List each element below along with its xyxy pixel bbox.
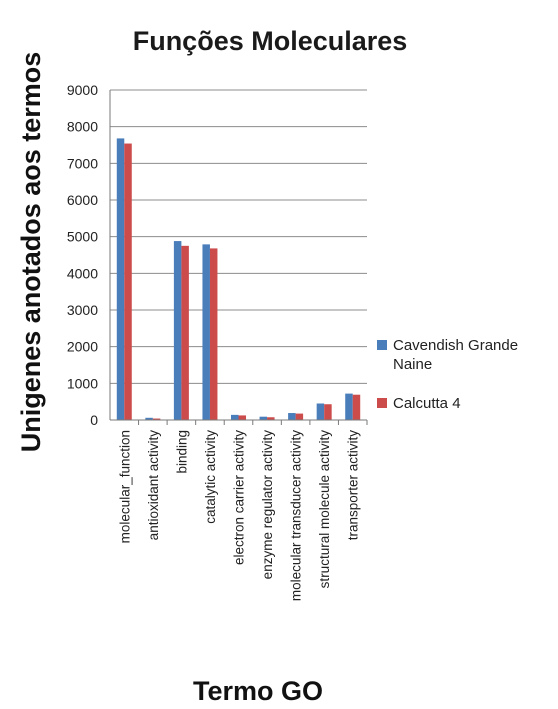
- x-category-label: structural molecule activity: [317, 430, 332, 589]
- y-tick-labels: 0 1000 2000 3000 4000 5000 6000 7000 8000 9000: [67, 82, 98, 428]
- chart-title: Funções Moleculares: [133, 26, 408, 56]
- y-tick-label: 7000: [67, 155, 98, 171]
- x-category-label: molecular_function: [117, 430, 132, 543]
- axes: [109, 90, 368, 425]
- x-category-label: catalytic activity: [203, 430, 218, 524]
- y-tick-label: 8000: [67, 119, 98, 135]
- y-tick-label: 5000: [67, 229, 98, 245]
- bar: [316, 403, 325, 420]
- bar: [116, 138, 125, 420]
- y-tick-label: 2000: [67, 339, 98, 355]
- x-axis-title: Termo GO: [193, 676, 323, 706]
- bar: [295, 413, 304, 420]
- bar: [259, 416, 268, 420]
- bars: [116, 138, 361, 421]
- legend-label: Naine: [393, 356, 432, 373]
- legend-label: Cavendish Grande: [393, 337, 518, 354]
- gridlines: [110, 89, 367, 384]
- bar: [202, 244, 210, 420]
- y-tick-label: 3000: [67, 302, 98, 318]
- x-category-label: transporter activity: [346, 430, 361, 541]
- legend: Cavendish Grande Naine Calcutta 4: [377, 337, 518, 412]
- y-tick-label: 1000: [67, 375, 98, 391]
- y-axis-title: Unigenes anotados aos termos: [16, 52, 46, 453]
- bar: [352, 394, 361, 420]
- x-category-label: molecular transducer activity: [289, 430, 304, 601]
- y-tick-label: 6000: [67, 192, 98, 208]
- x-category-label: electron carrier activity: [232, 430, 247, 565]
- bar: [288, 413, 296, 420]
- legend-swatch: [377, 398, 387, 408]
- x-category-label: antioxidant activity: [146, 430, 161, 541]
- y-tick-label: 0: [90, 412, 98, 428]
- bar: [231, 414, 239, 420]
- bar: [238, 415, 246, 420]
- x-category-labels: molecular_function antioxidant activity bi…: [117, 430, 360, 601]
- bar: [324, 404, 332, 420]
- y-tick-label: 9000: [67, 82, 98, 98]
- bar: [152, 418, 161, 420]
- legend-swatch: [377, 340, 387, 350]
- bar: [345, 393, 353, 420]
- bar: [181, 245, 189, 420]
- bar: [267, 417, 275, 420]
- legend-label: Calcutta 4: [393, 395, 461, 412]
- bar: [173, 241, 182, 420]
- bar: [124, 143, 132, 421]
- x-category-label: enzyme regulator activity: [260, 430, 275, 580]
- bar: [145, 417, 153, 420]
- y-tick-label: 4000: [67, 265, 98, 281]
- bar: [209, 248, 218, 420]
- x-category-label: binding: [174, 430, 189, 474]
